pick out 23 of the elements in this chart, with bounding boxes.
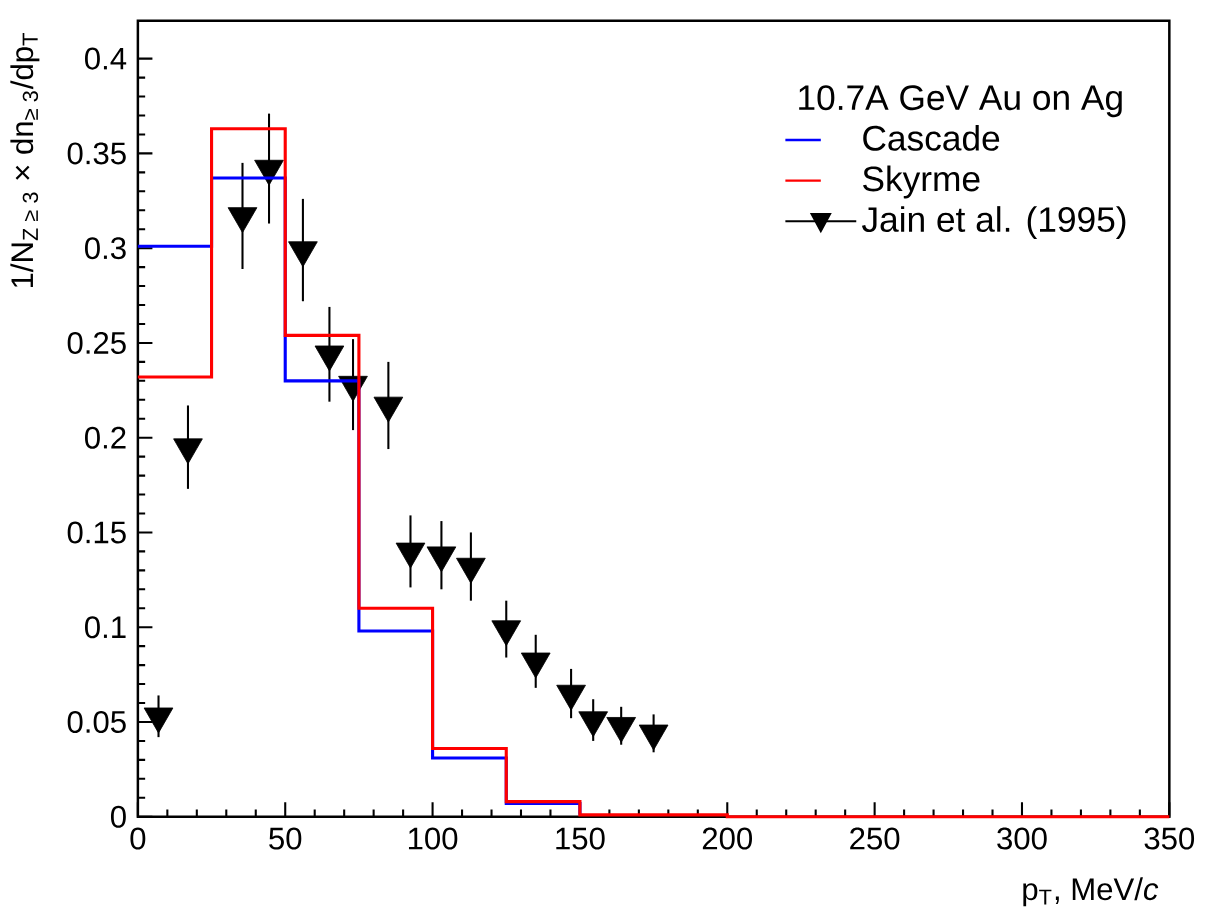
- y-tick-label: 0: [110, 805, 126, 828]
- y-tick-label: 0.35: [67, 142, 126, 165]
- x-tick-label: 300: [997, 827, 1047, 850]
- y-tick-label: 0.2: [85, 426, 126, 449]
- y-tick-label: 0.15: [67, 521, 126, 544]
- legend-title: 10.7A GeV Au on Ag: [799, 85, 1122, 118]
- y-tick-label: 0.3: [85, 237, 126, 260]
- y-tick-label: 0.25: [67, 332, 126, 355]
- x-tick-label: 100: [408, 827, 458, 850]
- legend-label: Cascade: [863, 125, 1000, 151]
- y-tick-label: 0.1: [85, 616, 126, 639]
- x-tick-label: 250: [850, 827, 900, 850]
- legend-label: Jain et al. (1995): [862, 206, 1126, 240]
- x-tick-label: 200: [702, 827, 753, 850]
- y-tick-label: 0.4: [85, 47, 127, 70]
- x-tick-label: 150: [556, 827, 605, 850]
- x-tick-label: 0: [130, 827, 146, 850]
- legend-label: Skyrme: [863, 165, 980, 199]
- x-tick-label: 50: [269, 827, 302, 850]
- y-axis-title: 1/N$_{Z ≥ 3}$ × dn$_{≥ 3}$/dp$_{T}$: [10, 33, 40, 288]
- x-axis-title: p$_{T}$, MeV/c: [1023, 877, 1159, 907]
- x-tick-label: 350: [1144, 827, 1195, 850]
- y-tick-label: 0.05: [67, 711, 126, 734]
